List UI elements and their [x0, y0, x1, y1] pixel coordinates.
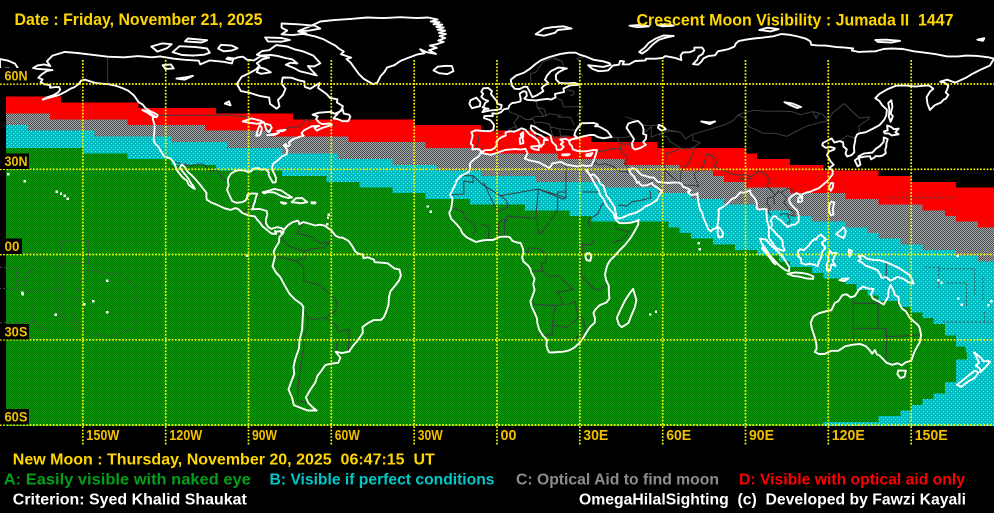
svg-text:A: Easily visible with naked e: A: Easily visible with naked eye	[4, 472, 251, 489]
svg-text:30W: 30W	[418, 427, 444, 444]
svg-text:30N: 30N	[5, 153, 28, 169]
svg-text:D: Visible with optical aid on: D: Visible with optical aid only	[739, 472, 965, 489]
svg-text:Date : Friday, November 21, 20: Date : Friday, November 21, 2025	[15, 10, 263, 29]
svg-text:60E: 60E	[666, 427, 691, 444]
svg-text:New Moon : Thursday, November: New Moon : Thursday, November 20, 2025 0…	[13, 452, 435, 469]
svg-text:30S: 30S	[5, 324, 28, 340]
svg-text:OmegaHilalSighting (c) Devel: OmegaHilalSighting (c) Developed by Fawz…	[579, 491, 966, 508]
svg-text:90E: 90E	[749, 427, 774, 444]
svg-text:Criterion: Syed Khalid Shaukat: Criterion: Syed Khalid Shaukat	[13, 491, 248, 508]
svg-text:120W: 120W	[169, 427, 203, 444]
svg-text:Crescent Moon Visibility : Jum: Crescent Moon Visibility : Jumada II 144…	[637, 11, 954, 30]
svg-text:00: 00	[5, 238, 20, 254]
svg-text:90W: 90W	[252, 427, 278, 444]
svg-text:120E: 120E	[832, 427, 865, 444]
svg-text:C: Optical Aid to find moon: C: Optical Aid to find moon	[516, 472, 719, 489]
svg-text:150W: 150W	[86, 427, 120, 444]
svg-text:30E: 30E	[583, 427, 608, 444]
svg-text:150E: 150E	[915, 427, 948, 444]
svg-text:60W: 60W	[335, 427, 361, 444]
svg-text:60N: 60N	[5, 68, 28, 84]
svg-text:B: Visible if perfect conditio: B: Visible if perfect conditions	[270, 472, 495, 489]
svg-text:60S: 60S	[5, 409, 28, 425]
svg-text:00: 00	[501, 427, 517, 444]
